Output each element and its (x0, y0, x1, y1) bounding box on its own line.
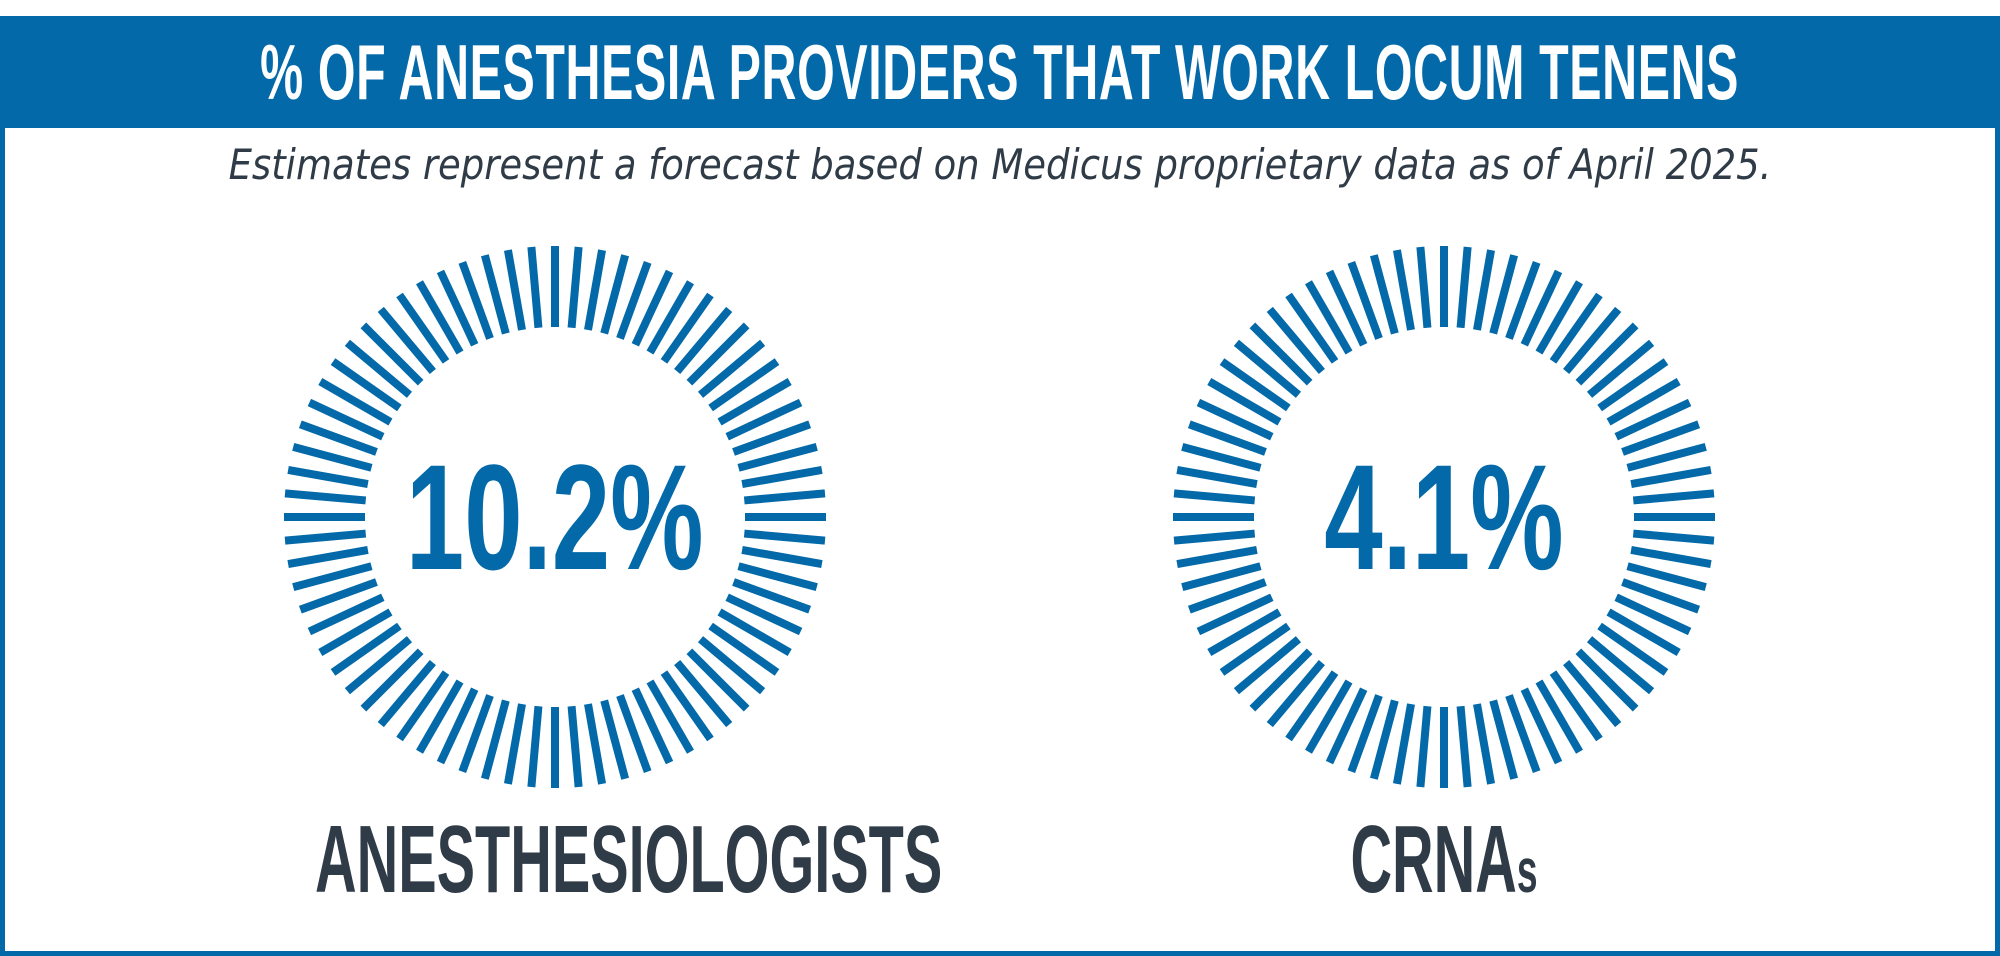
page-title: % OF ANESTHESIA PROVIDERS THAT WORK LOCU… (260, 28, 1740, 116)
subtitle: Estimates represent a forecast based on … (228, 140, 1772, 189)
infographic-frame (0, 16, 2000, 956)
anesthesiologists-label: ANESTHESIOLOGISTS (315, 812, 942, 908)
crnas-value: 4.1% (1324, 433, 1564, 601)
radial-ticks-icon (1173, 246, 1715, 788)
crnas-stat: 4.1% (1172, 245, 1716, 789)
title-bar: % OF ANESTHESIA PROVIDERS THAT WORK LOCU… (0, 16, 2000, 128)
label-suffix: s (1516, 837, 1538, 906)
label-text: ANESTHESIOLOGISTS (315, 806, 943, 913)
crnas-label: CRNAs (1204, 812, 1684, 908)
anesthesiologists-value: 10.2% (406, 433, 704, 601)
label-text: CRNA (1350, 806, 1517, 913)
radial-ticks-icon (284, 246, 826, 788)
anesthesiologists-stat: 10.2% (283, 245, 827, 789)
